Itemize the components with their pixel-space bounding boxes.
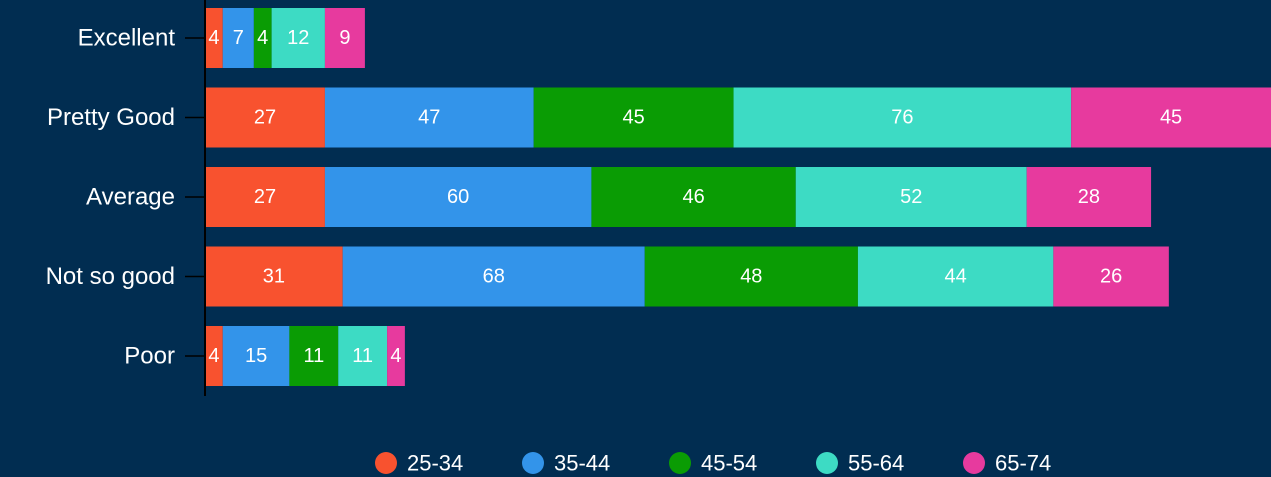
bar-pretty-good-55-64 xyxy=(733,87,1072,148)
data-label-excellent-55-64: 12 xyxy=(287,27,309,49)
data-label-not-so-good-45-54: 48 xyxy=(740,266,762,288)
legend-label-65-74[interactable]: 65-74 xyxy=(995,451,1051,476)
bar-not-so-good-65-74 xyxy=(1053,246,1169,307)
legend-label-45-54[interactable]: 45-54 xyxy=(701,451,757,476)
bar-average-25-34 xyxy=(205,167,325,227)
legend-label-35-44[interactable]: 35-44 xyxy=(554,451,610,476)
bar-not-so-good-25-34 xyxy=(205,246,343,307)
bar-excellent-45-54 xyxy=(253,8,272,68)
data-label-average-25-34: 27 xyxy=(254,186,276,208)
data-label-poor-45-54: 11 xyxy=(303,345,324,367)
legend-marker-55-64 xyxy=(816,452,838,474)
data-label-poor-25-34: 4 xyxy=(208,345,219,367)
bar-average-45-54 xyxy=(591,167,796,227)
bar-average-55-64 xyxy=(795,167,1027,227)
data-label-not-so-good-55-64: 44 xyxy=(945,266,967,288)
bar-average-35-44 xyxy=(324,167,592,227)
data-label-pretty-good-25-34: 27 xyxy=(254,107,276,129)
legend: 25-34 35-44 45-54 55-64 65-74 xyxy=(375,451,1051,476)
data-label-excellent-35-44: 7 xyxy=(233,27,244,49)
bar-excellent-65-74 xyxy=(324,8,365,68)
data-label-average-45-54: 46 xyxy=(682,186,704,208)
legend-label-25-34[interactable]: 25-34 xyxy=(407,451,463,476)
bar-poor-55-64 xyxy=(338,326,388,386)
data-label-poor-65-74: 4 xyxy=(390,345,401,367)
legend-marker-65-74 xyxy=(963,452,985,474)
category-label-poor: Poor xyxy=(124,343,175,370)
data-label-excellent-65-74: 9 xyxy=(339,27,350,49)
data-label-poor-55-64: 11 xyxy=(352,345,373,367)
bar-pretty-good-25-34 xyxy=(205,87,325,148)
bar-poor-45-54 xyxy=(289,326,339,386)
bar-pretty-good-45-54 xyxy=(533,87,734,148)
category-label-not-so-good: Not so good xyxy=(46,263,175,290)
legend-marker-45-54 xyxy=(669,452,691,474)
bar-poor-25-34 xyxy=(205,326,223,386)
legend-marker-25-34 xyxy=(375,452,397,474)
bar-poor-65-74 xyxy=(387,326,405,386)
category-label-average: Average xyxy=(86,184,175,211)
data-label-not-so-good-65-74: 26 xyxy=(1100,266,1122,288)
category-label-pretty-good: Pretty Good xyxy=(47,104,175,131)
bar-excellent-55-64 xyxy=(271,8,325,68)
category-label-excellent: Excellent xyxy=(78,25,176,52)
bar-not-so-good-45-54 xyxy=(644,246,858,307)
data-label-not-so-good-25-34: 31 xyxy=(263,266,285,288)
data-label-pretty-good-65-74: 45 xyxy=(1160,107,1182,129)
data-label-excellent-25-34: 4 xyxy=(208,27,219,49)
legend-marker-35-44 xyxy=(522,452,544,474)
bar-not-so-good-35-44 xyxy=(342,246,645,307)
data-label-pretty-good-35-44: 47 xyxy=(418,107,440,129)
bar-poor-35-44 xyxy=(222,326,290,386)
bar-not-so-good-55-64 xyxy=(857,246,1054,307)
data-label-pretty-good-55-64: 76 xyxy=(891,107,913,129)
data-label-pretty-good-45-54: 45 xyxy=(622,107,644,129)
bar-pretty-good-65-74 xyxy=(1071,87,1271,148)
bar-excellent-35-44 xyxy=(222,8,254,68)
data-label-poor-35-44: 15 xyxy=(245,345,267,367)
category-axis: Excellent Pretty Good Average Not so good Po… xyxy=(46,0,206,396)
data-label-average-55-64: 52 xyxy=(900,186,922,208)
bar-excellent-25-34 xyxy=(205,8,223,68)
data-label-average-65-74: 28 xyxy=(1078,186,1100,208)
bar-average-65-74 xyxy=(1026,167,1152,227)
data-label-average-35-44: 60 xyxy=(447,186,469,208)
data-label-not-so-good-35-44: 68 xyxy=(483,266,505,288)
data-label-excellent-45-54: 4 xyxy=(257,27,268,49)
legend-label-55-64[interactable]: 55-64 xyxy=(848,451,904,476)
bar-pretty-good-35-44 xyxy=(324,87,534,148)
